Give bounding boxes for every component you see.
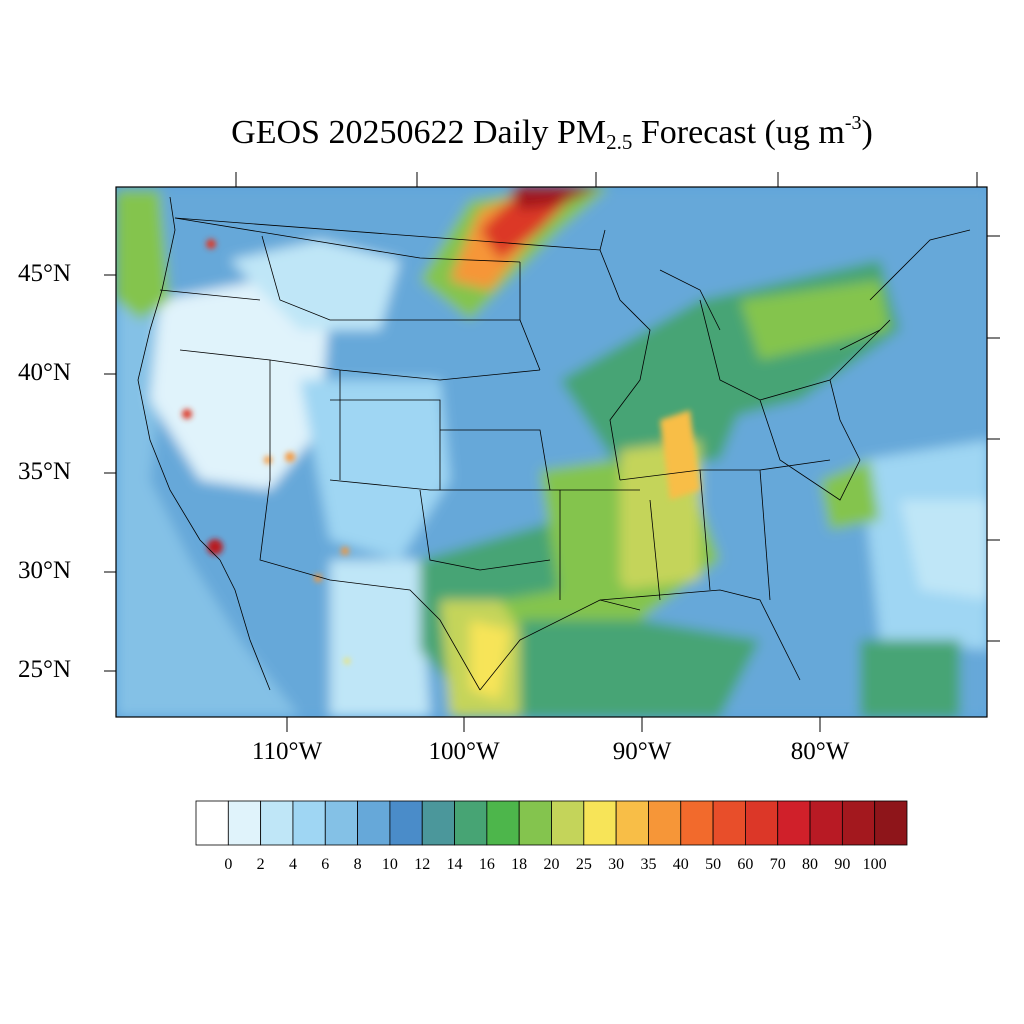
lat-label-40: 40°N bbox=[18, 359, 72, 386]
colorbar-label: 100 bbox=[862, 856, 887, 873]
colorbar-label: 30 bbox=[608, 856, 625, 873]
colorbar-label: 60 bbox=[737, 856, 754, 873]
boundaries bbox=[137, 196, 971, 691]
colorbar-bin bbox=[648, 800, 682, 846]
colorbar-bin bbox=[454, 800, 488, 846]
colorbar-bin bbox=[841, 800, 876, 846]
lon-label-90: 90°W bbox=[612, 738, 672, 765]
colorbar-label: 18 bbox=[511, 856, 528, 873]
colorbar-bin bbox=[712, 800, 746, 846]
lon-label-100: 100°W bbox=[428, 738, 500, 765]
lat-label-25: 25°N bbox=[18, 656, 72, 683]
map-frame bbox=[115, 186, 988, 718]
lat-label-35: 35°N bbox=[18, 458, 72, 485]
colorbar-label: 90 bbox=[834, 856, 851, 873]
colorbar-label: 10 bbox=[381, 856, 398, 873]
colorbar-bin bbox=[260, 800, 294, 846]
colorbar-bin bbox=[777, 800, 811, 846]
colorbar-label: 0 bbox=[224, 856, 233, 873]
colorbar-label: 6 bbox=[321, 856, 330, 873]
lat-ticks bbox=[104, 274, 116, 672]
colorbar-bin bbox=[809, 800, 843, 846]
lat-label-30: 30°N bbox=[18, 557, 72, 584]
top-ticks bbox=[235, 172, 978, 187]
colorbar-bin bbox=[518, 800, 552, 846]
colorbar bbox=[195, 800, 908, 846]
pm25-field bbox=[116, 187, 987, 717]
colorbar-label: 12 bbox=[414, 856, 431, 873]
colorbar-bin bbox=[421, 800, 455, 846]
colorbar-bin bbox=[389, 800, 423, 846]
right-ticks bbox=[987, 235, 1000, 642]
colorbar-label: 4 bbox=[288, 856, 297, 873]
colorbar-bin bbox=[195, 800, 229, 846]
colorbar-label: 20 bbox=[543, 856, 560, 873]
colorbar-label: 40 bbox=[672, 856, 689, 873]
colorbar-bin bbox=[615, 800, 649, 846]
colorbar-bin bbox=[357, 800, 391, 846]
colorbar-label: 80 bbox=[802, 856, 819, 873]
colorbar-bin bbox=[745, 800, 779, 846]
colorbar-bin bbox=[551, 800, 585, 846]
lon-ticks bbox=[286, 717, 821, 732]
colorbar-label: 14 bbox=[446, 856, 463, 873]
colorbar-label: 35 bbox=[640, 856, 657, 873]
colorbar-bin bbox=[292, 800, 326, 846]
lon-label-80: 80°W bbox=[790, 738, 850, 765]
colorbar-label: 8 bbox=[353, 856, 362, 873]
colorbar-label: 70 bbox=[769, 856, 786, 873]
colorbar-bin bbox=[486, 800, 520, 846]
lon-label-110: 110°W bbox=[251, 738, 323, 765]
colorbar-label: 25 bbox=[575, 856, 592, 873]
colorbar-bin bbox=[324, 800, 358, 846]
colorbar-bin bbox=[583, 800, 617, 846]
colorbar-label: 2 bbox=[256, 856, 265, 873]
map-title: GEOS 20250622 Daily PM2.5 Forecast (ug m… bbox=[231, 112, 873, 154]
colorbar-label: 16 bbox=[478, 856, 495, 873]
colorbar-bin bbox=[227, 800, 262, 846]
colorbar-bin bbox=[874, 800, 908, 846]
lat-label-45: 45°N bbox=[18, 260, 72, 287]
colorbar-bin bbox=[680, 800, 714, 846]
colorbar-label: 50 bbox=[705, 856, 722, 873]
